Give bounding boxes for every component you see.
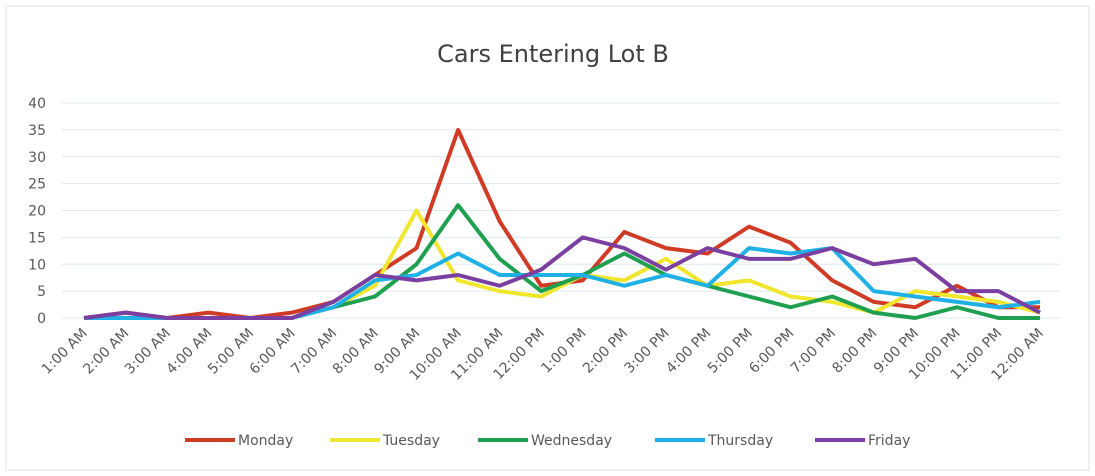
y-tick-label: 0	[37, 311, 46, 327]
series-line	[83, 235, 1041, 320]
y-tick-label: 20	[28, 204, 46, 220]
y-tick-label: 25	[28, 177, 46, 193]
legend-label: Wednesday	[531, 433, 612, 449]
y-tick-label: 35	[28, 123, 46, 139]
y-tick-label: 40	[28, 96, 46, 112]
y-tick-label: 5	[37, 284, 46, 300]
legend-label: Friday	[868, 433, 910, 449]
legend-label: Monday	[238, 433, 293, 449]
y-tick-label: 30	[28, 150, 46, 166]
legend-label: Tuesday	[382, 433, 440, 449]
chart-title: Cars Entering Lot B	[437, 40, 669, 68]
chart-frame	[5, 5, 1090, 471]
y-tick-label: 10	[28, 257, 46, 273]
y-tick-label: 15	[28, 230, 46, 246]
legend-label: Thursday	[707, 433, 773, 449]
